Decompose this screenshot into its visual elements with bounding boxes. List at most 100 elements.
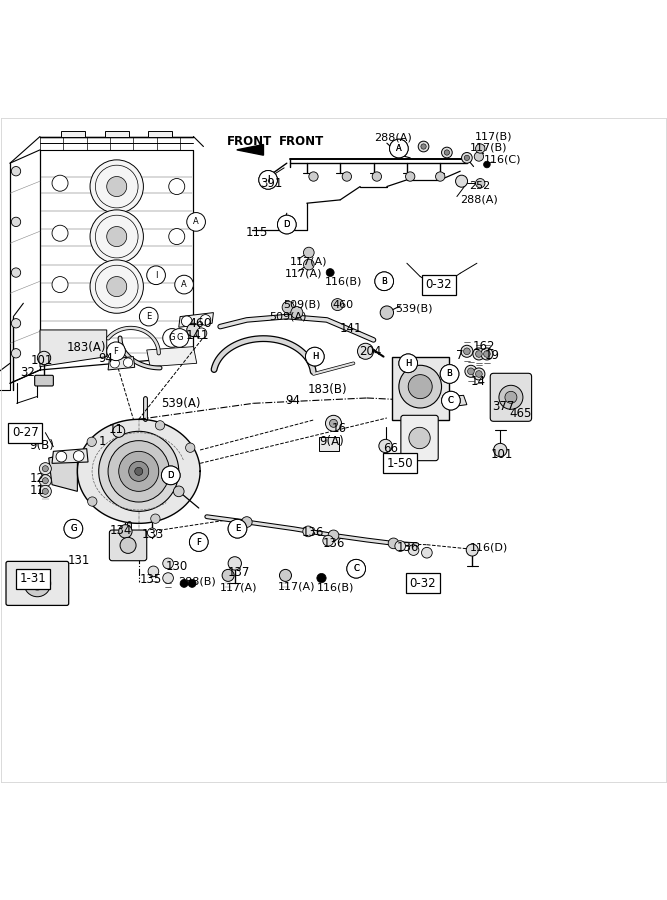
Circle shape	[228, 557, 241, 570]
Circle shape	[120, 537, 136, 554]
Circle shape	[464, 155, 470, 160]
Circle shape	[189, 533, 208, 552]
Text: F: F	[196, 537, 201, 546]
Circle shape	[181, 316, 192, 327]
Text: 204: 204	[359, 345, 382, 358]
Circle shape	[473, 368, 485, 380]
Text: 101: 101	[31, 354, 53, 367]
Circle shape	[328, 530, 339, 541]
Circle shape	[56, 451, 67, 462]
Circle shape	[155, 420, 165, 430]
Circle shape	[90, 210, 143, 263]
Circle shape	[484, 351, 490, 357]
Circle shape	[73, 451, 84, 462]
Circle shape	[277, 215, 296, 234]
Text: A: A	[396, 144, 402, 153]
Circle shape	[163, 328, 181, 347]
Circle shape	[484, 161, 490, 168]
Text: D: D	[283, 220, 290, 230]
Circle shape	[228, 519, 247, 538]
Circle shape	[259, 170, 277, 189]
Text: 141: 141	[340, 322, 363, 335]
Polygon shape	[108, 356, 135, 370]
Text: 136: 136	[302, 526, 325, 539]
Text: C: C	[354, 564, 359, 573]
Text: 1-50: 1-50	[387, 457, 414, 470]
Text: F: F	[113, 346, 119, 356]
Circle shape	[474, 152, 484, 161]
Circle shape	[347, 560, 366, 578]
Circle shape	[107, 227, 127, 247]
Circle shape	[347, 560, 366, 578]
Text: I: I	[267, 176, 269, 184]
Text: 252: 252	[469, 181, 490, 191]
Text: 11: 11	[29, 483, 44, 497]
Circle shape	[380, 306, 394, 319]
Circle shape	[436, 172, 445, 181]
Circle shape	[331, 299, 344, 310]
Circle shape	[476, 144, 485, 153]
Circle shape	[442, 148, 452, 157]
Text: 117(A): 117(A)	[220, 582, 257, 592]
Circle shape	[279, 218, 292, 231]
Circle shape	[11, 348, 21, 358]
Text: C: C	[354, 564, 359, 573]
Circle shape	[169, 229, 185, 245]
Circle shape	[87, 437, 96, 446]
Circle shape	[406, 172, 415, 181]
Circle shape	[151, 514, 160, 523]
Circle shape	[37, 351, 51, 364]
Circle shape	[173, 486, 184, 497]
Text: C: C	[448, 396, 454, 405]
Text: 116(D): 116(D)	[470, 543, 508, 553]
Circle shape	[461, 346, 473, 357]
Circle shape	[228, 519, 247, 538]
Text: 183(B): 183(B)	[308, 383, 348, 397]
Circle shape	[399, 365, 442, 408]
Circle shape	[129, 462, 149, 482]
Circle shape	[187, 323, 200, 337]
Circle shape	[390, 140, 408, 158]
Text: 131: 131	[68, 554, 91, 567]
Polygon shape	[148, 131, 172, 137]
Text: B: B	[447, 370, 452, 379]
Text: I: I	[155, 271, 157, 280]
Text: 377: 377	[492, 400, 515, 413]
Circle shape	[326, 268, 334, 276]
Circle shape	[11, 268, 21, 277]
Circle shape	[187, 212, 205, 231]
Text: C: C	[448, 396, 454, 405]
Circle shape	[303, 259, 314, 270]
Text: 183(A): 183(A)	[67, 341, 106, 354]
Polygon shape	[49, 451, 77, 491]
Circle shape	[119, 525, 132, 538]
Text: 117(B): 117(B)	[475, 131, 512, 141]
Text: 9(A): 9(A)	[319, 436, 344, 448]
Circle shape	[408, 374, 432, 399]
Circle shape	[11, 319, 21, 328]
Text: 7: 7	[456, 349, 464, 363]
Circle shape	[409, 428, 430, 449]
Text: FRONT: FRONT	[227, 135, 272, 148]
Circle shape	[325, 415, 342, 431]
Circle shape	[464, 348, 470, 355]
Circle shape	[421, 144, 426, 149]
FancyBboxPatch shape	[319, 436, 339, 451]
Text: I: I	[267, 176, 269, 184]
Circle shape	[279, 570, 291, 581]
Text: 9(B): 9(B)	[29, 439, 54, 453]
Circle shape	[494, 444, 507, 456]
Circle shape	[43, 489, 49, 494]
Circle shape	[161, 466, 180, 485]
Circle shape	[163, 572, 173, 583]
Circle shape	[390, 140, 408, 158]
Text: 16: 16	[331, 422, 346, 436]
Circle shape	[43, 478, 49, 483]
Text: 0-27: 0-27	[12, 427, 39, 439]
Text: 509(B): 509(B)	[283, 300, 321, 310]
Text: 0-32: 0-32	[426, 278, 452, 291]
Circle shape	[465, 365, 477, 377]
Circle shape	[388, 538, 399, 549]
Circle shape	[422, 547, 432, 558]
Polygon shape	[237, 145, 263, 155]
